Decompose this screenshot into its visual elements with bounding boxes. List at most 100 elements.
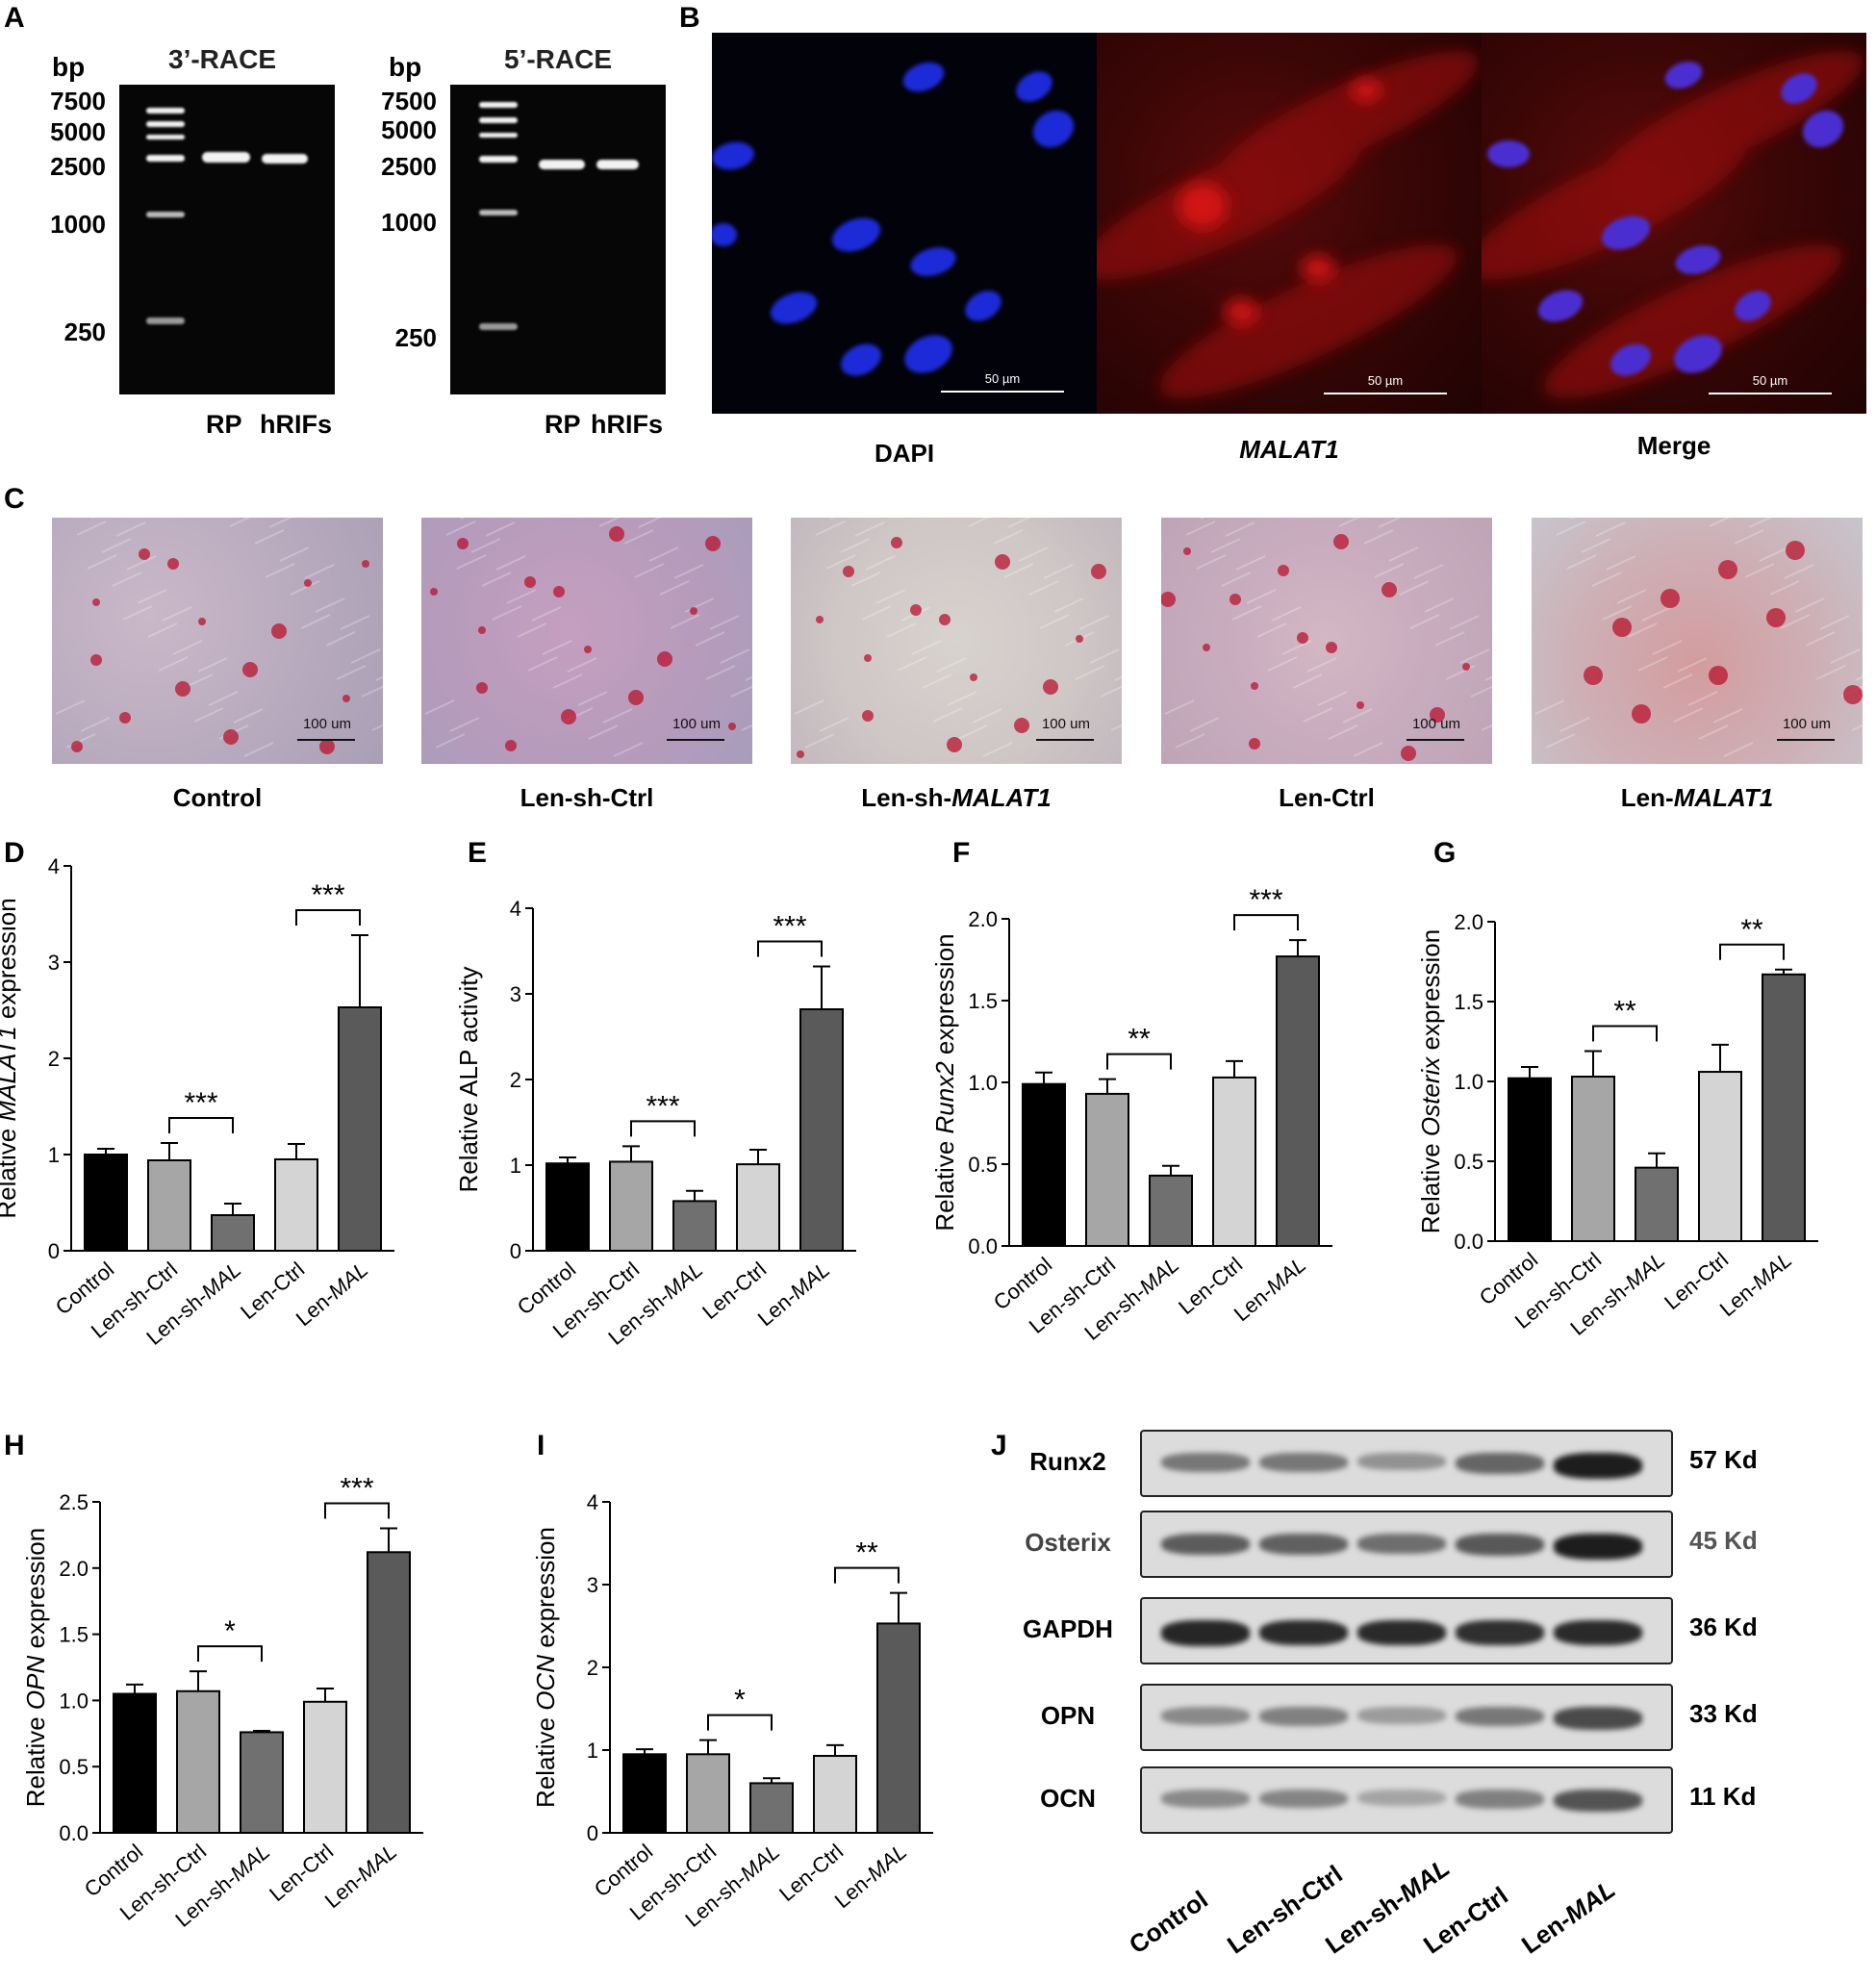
bar xyxy=(84,1154,128,1252)
gel1-lane-hrifs: hRIFs xyxy=(260,410,333,439)
alp-scale-text-1: 100 um xyxy=(302,716,352,732)
gel2-ladder-5000: 5000 xyxy=(381,115,437,144)
bar xyxy=(303,1700,347,1834)
y-tick-label: 0.5 xyxy=(968,1153,998,1177)
blot-band xyxy=(1161,1790,1250,1808)
merge-image: 50 µm xyxy=(1482,33,1866,414)
y-tick-label: 2.5 xyxy=(59,1490,89,1514)
chart-g: 0.0 0.5 1.0 1.5 2.0 Relative Osterix expressi… xyxy=(1416,910,1818,1340)
blot-band xyxy=(1456,1534,1544,1556)
blot-kd-label: 57 Kd xyxy=(1689,1445,1758,1474)
y-axis-label: Relative MALAT1 expression xyxy=(0,898,21,1218)
blot-band xyxy=(1259,1453,1348,1473)
alp-scale-text-5: 100 um xyxy=(1782,716,1832,732)
alp-label-3: Len-sh-MALAT1 xyxy=(861,783,1052,812)
alp-label-1: Control xyxy=(172,783,263,812)
gel2-title: 5’-RACE xyxy=(504,44,613,74)
bar xyxy=(1149,1174,1193,1247)
bar xyxy=(338,1006,382,1252)
blot-band xyxy=(1161,1534,1250,1556)
blot-band xyxy=(1161,1620,1250,1646)
alp-stain-image-4: 100 um xyxy=(1161,518,1492,764)
y-tick-label: 0.5 xyxy=(1454,1150,1483,1174)
y-axis-label: Relative OCN expression xyxy=(531,1527,560,1808)
blot-band xyxy=(1161,1453,1250,1473)
blot-band xyxy=(1357,1707,1446,1724)
stain-texture-3 xyxy=(791,518,1122,758)
y-tick-label: 1 xyxy=(510,1154,521,1178)
panel-letter-i: I xyxy=(537,1430,545,1461)
dapi-image: 50 µm xyxy=(712,33,1097,414)
blot-strip-opn xyxy=(1140,1684,1673,1751)
blot-band xyxy=(1554,1707,1642,1730)
y-tick-label: 0.0 xyxy=(59,1821,89,1845)
gel2-lane-hrifs: hRIFs xyxy=(591,410,664,439)
significance-stars: ** xyxy=(1613,995,1636,1027)
y-tick-label: 1.0 xyxy=(968,1071,998,1095)
blot-protein-label: Osterix xyxy=(1025,1528,1111,1557)
label-merge: Merge xyxy=(1636,431,1711,460)
blot-band xyxy=(1456,1790,1544,1809)
stain-texture-1 xyxy=(52,518,383,757)
bar xyxy=(1276,955,1320,1247)
gel1-ladder-250: 250 xyxy=(63,317,106,346)
panel-letter-j: J xyxy=(991,1430,1007,1461)
significance-bracket xyxy=(295,909,361,926)
gel1-ladder-2500: 2500 xyxy=(50,152,106,181)
blot-band xyxy=(1554,1790,1642,1813)
x-tick-label: Len-MAL xyxy=(753,1257,834,1332)
x-tick-label: Len-MAL xyxy=(320,1840,401,1914)
bar xyxy=(545,1162,590,1252)
gel2-ladder-1000: 1000 xyxy=(381,208,437,237)
significance-bracket xyxy=(707,1714,773,1731)
malat1-image: 50 µm xyxy=(1097,33,1482,414)
blot-band xyxy=(1456,1620,1544,1645)
significance-bracket xyxy=(757,940,823,957)
y-tick-label: 2.0 xyxy=(59,1557,89,1581)
gel2-bp-label: bp xyxy=(389,52,422,82)
blot-band xyxy=(1554,1453,1642,1480)
label-malat1: MALAT1 xyxy=(1239,435,1339,464)
gel2-ladder-2500: 2500 xyxy=(381,152,437,181)
merge-overlay xyxy=(1482,51,1863,398)
alp-stain-image-5: 100 um xyxy=(1532,518,1863,764)
y-tick-label: 1 xyxy=(587,1739,598,1763)
significance-stars: ** xyxy=(1128,1024,1151,1055)
stain-texture-5 xyxy=(1532,518,1863,757)
panel-letter-e: E xyxy=(468,837,488,869)
bar xyxy=(367,1551,411,1835)
blot-strip-runx2 xyxy=(1140,1430,1673,1497)
blot-protein-label: OCN xyxy=(1040,1784,1096,1813)
bar xyxy=(113,1692,157,1834)
gel1-ladder-7500: 7500 xyxy=(50,87,106,115)
bar xyxy=(274,1158,318,1252)
alp-stain-image-1: 100 um xyxy=(52,518,383,764)
significance-stars: *** xyxy=(773,911,806,943)
blot-band xyxy=(1357,1534,1446,1554)
bar xyxy=(240,1731,284,1835)
gel1-ladder-5000: 5000 xyxy=(50,117,106,146)
y-axis-label: Relative ALP activity xyxy=(454,966,483,1192)
blot-band xyxy=(1554,1534,1642,1561)
gel2-lane-rp: RP xyxy=(545,410,581,439)
merge-scale-text: 50 µm xyxy=(1752,373,1788,388)
stain-texture-4 xyxy=(1161,518,1492,761)
blot-band xyxy=(1357,1453,1446,1471)
significance-stars: *** xyxy=(646,1090,679,1122)
blot-band xyxy=(1259,1790,1348,1809)
gel2-ladder-7500: 7500 xyxy=(381,87,437,115)
bar xyxy=(749,1782,794,1834)
blot-protein-label: GAPDH xyxy=(1023,1614,1113,1643)
significance-stars: ** xyxy=(855,1537,878,1569)
significance-stars: *** xyxy=(311,879,344,911)
bar xyxy=(622,1753,667,1834)
bar xyxy=(1635,1166,1679,1243)
significance-bracket xyxy=(1592,1025,1658,1042)
y-axis-label: Relative OPN expression xyxy=(21,1528,50,1807)
gel1-bp-label: bp xyxy=(52,52,86,82)
blot-protein-label: Runx2 xyxy=(1029,1447,1106,1476)
y-tick-label: 0.0 xyxy=(968,1234,998,1258)
alp-label-5: Len-MALAT1 xyxy=(1620,783,1774,812)
y-tick-label: 4 xyxy=(510,897,521,921)
